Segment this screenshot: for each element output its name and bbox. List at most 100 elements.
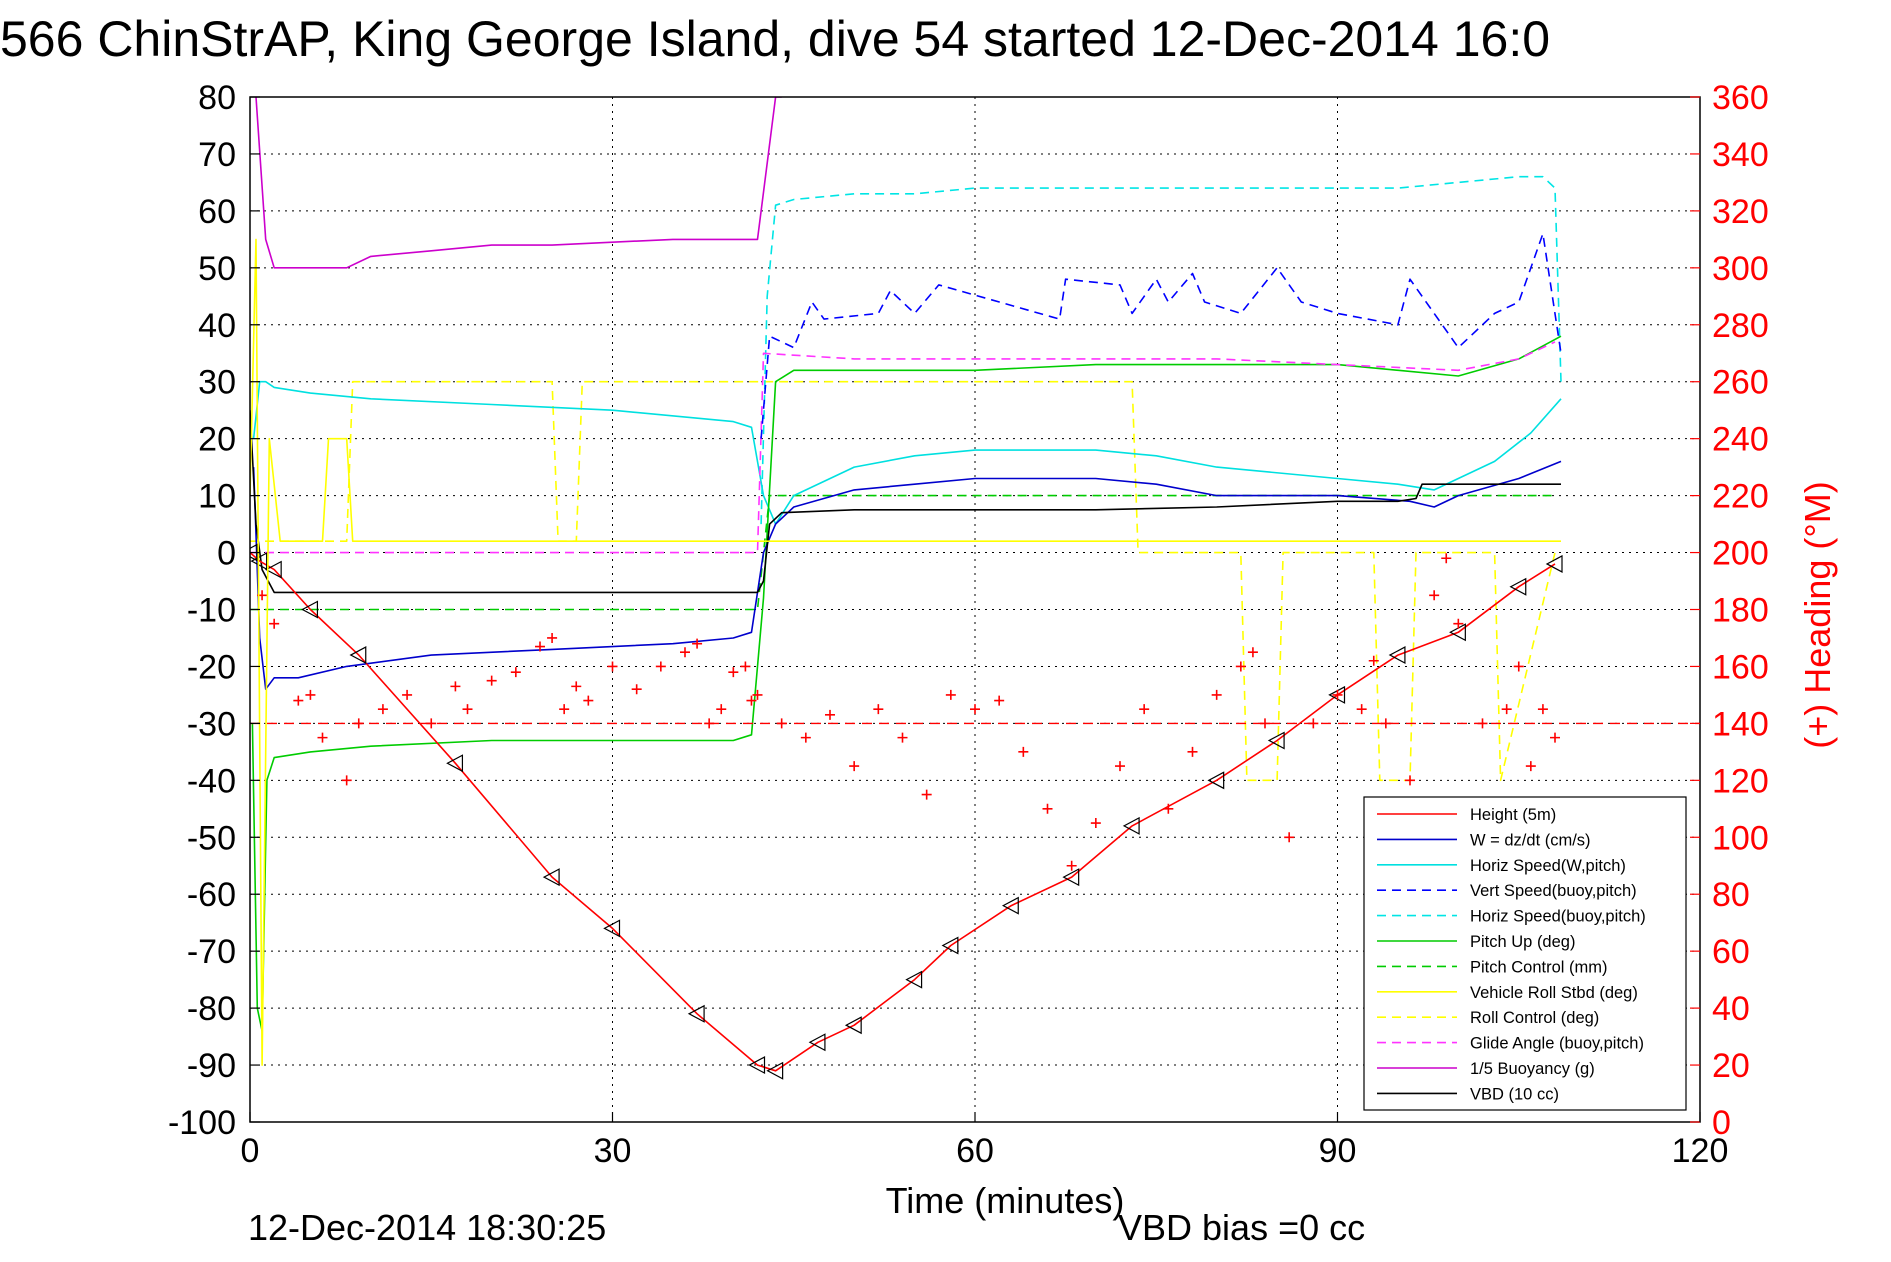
heading-point (1187, 746, 1198, 757)
legend-label: Vert Speed(buoy,pitch) (1470, 882, 1637, 900)
left-tick-label: 20 (198, 421, 236, 459)
right-axis-label: (+) Heading (°M) (1797, 481, 1838, 748)
left-tick-label: 10 (198, 478, 236, 516)
legend-label: Vehicle Roll Stbd (deg) (1470, 984, 1638, 1002)
series-line-5 (251, 335, 1562, 1032)
heading-point (945, 689, 956, 700)
height-point (844, 1016, 862, 1035)
heading-point (1525, 761, 1536, 772)
heading-point (1211, 689, 1222, 700)
heading-point (559, 704, 570, 715)
heading-point (1405, 775, 1415, 786)
height-point (446, 754, 464, 773)
right-tick-label: 60 (1712, 933, 1750, 971)
height-point (1267, 731, 1285, 750)
heading-point (1066, 860, 1077, 871)
left-tick-label: 0 (217, 535, 236, 573)
legend-label: Roll Control (deg) (1470, 1009, 1599, 1027)
height-point (1001, 896, 1019, 915)
height-point (1509, 577, 1527, 596)
height-point (1122, 816, 1140, 835)
right-tick-label: 200 (1712, 535, 1769, 573)
heading-point (462, 704, 473, 715)
heading-point (1441, 553, 1452, 564)
heading-point (1501, 704, 1512, 715)
heading-point (849, 761, 860, 772)
heading-point (1284, 832, 1295, 843)
left-tick-label: -50 (187, 819, 236, 857)
heading-point (583, 695, 594, 706)
heading-point (631, 684, 642, 695)
left-tick-label: 80 (198, 79, 236, 117)
right-tick-label: 340 (1712, 136, 1769, 174)
height-point (808, 1033, 826, 1052)
left-tick-label: 60 (198, 193, 236, 231)
heading-point (450, 681, 461, 692)
heading-point (873, 704, 884, 715)
heading-point (317, 732, 328, 743)
legend-label: 1/5 Buoyancy (g) (1470, 1060, 1595, 1078)
heading-point (692, 638, 703, 649)
right-tick-label: 160 (1712, 648, 1769, 686)
heading-point (341, 775, 352, 786)
x-tick-label: 90 (1319, 1132, 1357, 1170)
heading-point (486, 675, 497, 686)
right-tick-label: 300 (1712, 250, 1769, 288)
heading-point (607, 661, 618, 672)
heading-point (1115, 761, 1125, 772)
series-line-4 (760, 175, 1562, 525)
heading-point (1550, 732, 1560, 743)
right-axis-ticks: 3603403203002802602402202001801601401201… (1690, 79, 1769, 1142)
heading-point (1356, 704, 1367, 715)
heading-point (1368, 655, 1379, 666)
chart-title: 566 ChinStrAP, King George Island, dive … (0, 11, 1550, 67)
left-tick-label: -30 (187, 705, 236, 743)
right-tick-label: 180 (1712, 592, 1769, 630)
right-tick-label: 240 (1712, 421, 1769, 459)
x-axis-ticks: 0 30 60 90 120 (241, 1112, 1729, 1170)
left-tick-label: -40 (187, 762, 236, 800)
height-point (542, 868, 560, 887)
x-tick-label: 60 (956, 1132, 994, 1170)
heading-point (1429, 590, 1440, 601)
legend-label: Pitch Up (deg) (1470, 933, 1575, 951)
heading-point (269, 618, 280, 629)
height-point (1545, 554, 1563, 573)
heading-point (402, 689, 413, 700)
height-point (1388, 646, 1406, 665)
right-tick-label: 320 (1712, 193, 1769, 231)
right-tick-label: 20 (1712, 1047, 1750, 1085)
right-tick-label: 80 (1712, 876, 1750, 914)
heading-point (510, 667, 521, 678)
heading-point (1018, 746, 1029, 757)
right-tick-label: 100 (1712, 819, 1769, 857)
footer-vbd-bias: VBD bias =0 cc (1118, 1207, 1365, 1248)
height-point (349, 646, 367, 665)
right-tick-label: 40 (1712, 990, 1750, 1028)
legend-label: Height (5m) (1470, 806, 1556, 824)
right-tick-label: 260 (1712, 364, 1769, 402)
legend-label: Glide Angle (buoy,pitch) (1470, 1035, 1644, 1053)
heading-point (1163, 803, 1174, 814)
heading-point (970, 704, 980, 715)
footer-timestamp: 12-Dec-2014 18:30:25 (248, 1207, 606, 1248)
heading-point (800, 732, 811, 743)
series-line-7 (250, 238, 1561, 1066)
x-tick-label: 120 (1672, 1132, 1729, 1170)
legend-label: Horiz Speed(W,pitch) (1470, 857, 1626, 875)
height-point (1062, 868, 1080, 887)
heading-point (1042, 803, 1053, 814)
heading-point (752, 689, 763, 700)
heading-point (1090, 818, 1101, 829)
height-point (687, 1004, 705, 1023)
height-point (1207, 771, 1225, 790)
heading-point (1453, 618, 1464, 629)
series-line-10 (255, 97, 782, 269)
left-axis-ticks: 80 70 60 50 40 30 20 10 0 -10 -20 -30 -40 -50 -60 -70 -8… (168, 79, 260, 1142)
series-line-9 (250, 341, 1556, 554)
heading-point (825, 709, 835, 720)
legend-label: VBD (10 cc) (1470, 1085, 1559, 1103)
right-tick-label: 140 (1712, 705, 1769, 743)
height-triangle-markers (250, 543, 1563, 1080)
